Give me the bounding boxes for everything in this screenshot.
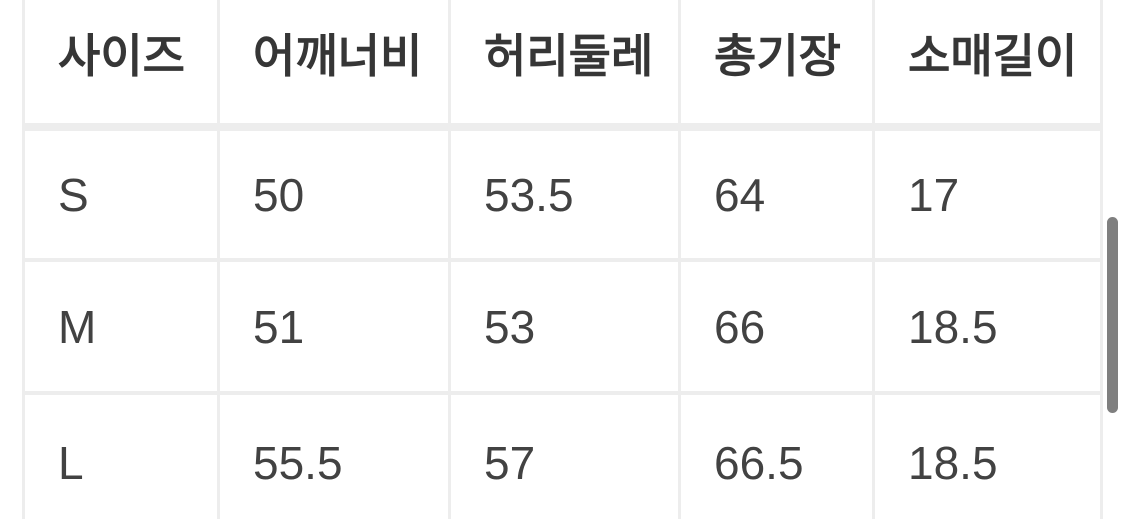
measurement-cell: 53 [451,262,678,391]
col-header-waist: 허리둘레 [451,0,678,127]
measurement-cell: 50 [220,131,448,258]
measurement-cell: 57 [451,395,678,519]
size-label-cell: L [25,395,217,519]
col-header-sleeve-length: 소매길이 [875,0,1100,127]
col-header-shoulder-width: 어깨너비 [220,0,448,127]
measurement-cell: 51 [220,262,448,391]
measurement-cell: 66.5 [681,395,872,519]
measurement-cell: 18.5 [875,395,1100,519]
vertical-scrollbar-thumb[interactable] [1107,217,1118,413]
measurement-cell: 55.5 [220,395,448,519]
size-label-cell: S [25,131,217,258]
size-label-cell: M [25,262,217,391]
col-header-total-length: 총기장 [681,0,872,127]
measurement-cell: 66 [681,262,872,391]
measurement-cell: 17 [875,131,1100,258]
col-header-size: 사이즈 [25,0,217,127]
measurement-cell: 53.5 [451,131,678,258]
measurement-cell: 64 [681,131,872,258]
size-table-grid: 사이즈 어깨너비 허리둘레 총기장 소매길이 S 50 53.5 64 17 M… [25,0,1100,519]
measurement-cell: 18.5 [875,262,1100,391]
size-table: 사이즈 어깨너비 허리둘레 총기장 소매길이 S 50 53.5 64 17 M… [22,0,1103,519]
